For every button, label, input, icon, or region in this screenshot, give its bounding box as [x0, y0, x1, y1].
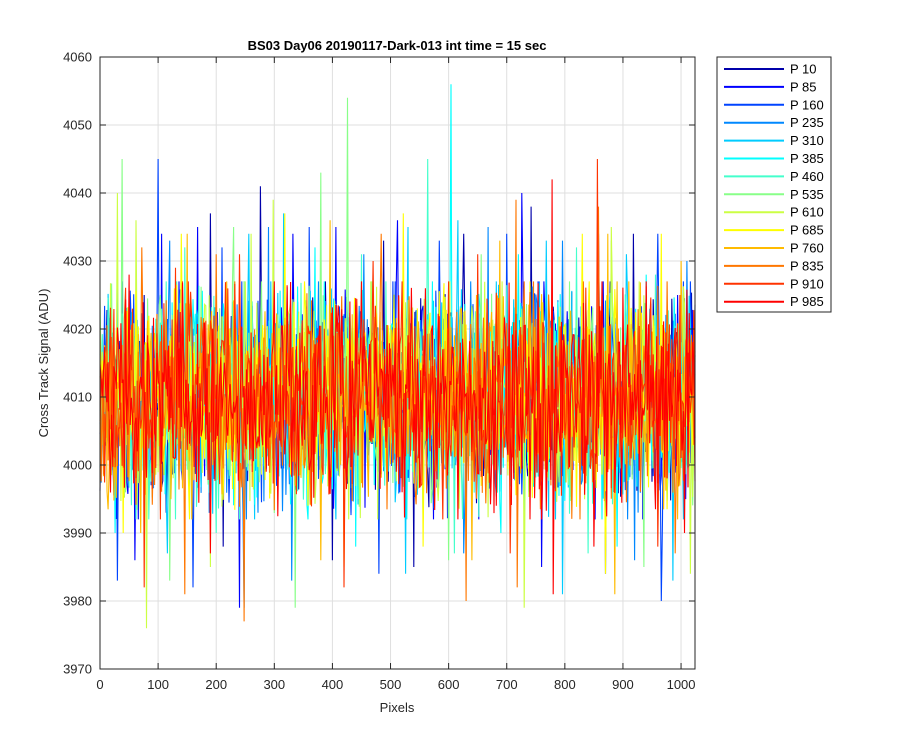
legend-box: [716, 56, 832, 313]
x-tick-label: 400: [322, 677, 344, 692]
tick-labels: 0 100 200 300 400 500 600 700 800 900 1000 3970 3980…: [63, 50, 695, 693]
legend-label: P 910: [790, 276, 824, 291]
legend-label: P 160: [790, 97, 824, 112]
legend-label: P 85: [790, 79, 817, 94]
x-tick-label: 300: [263, 677, 285, 692]
legend-label: P 685: [790, 223, 824, 238]
x-tick-label: 0: [96, 677, 103, 692]
y-tick-label: 4040: [63, 186, 92, 201]
x-tick-label: 700: [496, 677, 518, 692]
x-tick-label: 100: [147, 677, 169, 692]
y-axis-label: Cross Track Signal (ADU): [36, 289, 51, 438]
y-tick-label: 3990: [63, 526, 92, 541]
x-tick-label: 900: [612, 677, 634, 692]
series-line-p-985: [99, 179, 696, 595]
y-tick-label: 4050: [63, 118, 92, 133]
y-tick-label: 4000: [63, 458, 92, 473]
legend-label: P 835: [790, 258, 824, 273]
y-tick-label: 4020: [63, 322, 92, 337]
legend-label: P 235: [790, 115, 824, 130]
legend-label: P 310: [790, 133, 824, 148]
legend-label: P 535: [790, 187, 824, 202]
plot-frame: [99, 56, 696, 670]
chart-title: BS03 Day06 20190117-Dark-013 int time = …: [248, 38, 547, 53]
y-tick-label: 4060: [63, 50, 92, 65]
series-line-p-835: [99, 199, 696, 622]
y-tick-label: 3970: [63, 662, 92, 677]
y-tick-label: 4010: [63, 390, 92, 405]
x-tick-label: 200: [205, 677, 227, 692]
x-tick-label: 600: [438, 677, 460, 692]
legend-label: P 610: [790, 205, 824, 220]
legend[interactable]: P 10 P 85 P 160 P 235 P 310 P 385 P 460 P 535 P …: [716, 56, 832, 313]
y-tick-label: 4030: [63, 254, 92, 269]
legend-label: P 460: [790, 169, 824, 184]
legend-label: P 385: [790, 151, 824, 166]
x-tick-label: 800: [554, 677, 576, 692]
legend-label: P 985: [790, 294, 824, 309]
y-tick-label: 3980: [63, 594, 92, 609]
legend-label: P 10: [790, 62, 817, 77]
legend-label: P 760: [790, 241, 824, 256]
axis-ticks: [99, 56, 695, 670]
x-axis-label: Pixels: [380, 700, 415, 715]
x-tick-label: 500: [380, 677, 402, 692]
series-layer: [99, 84, 696, 629]
x-tick-label: 1000: [667, 677, 696, 692]
